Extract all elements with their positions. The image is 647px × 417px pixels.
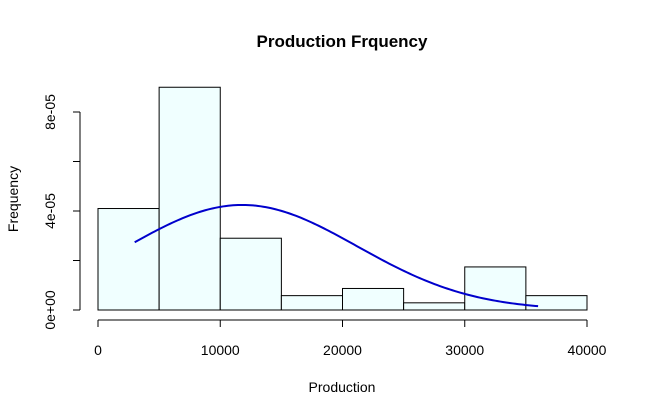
- histogram-bar: [280, 295, 343, 311]
- histogram-bar: [219, 237, 282, 311]
- histogram-bar: [158, 86, 221, 311]
- x-tick-label: 20000: [323, 342, 362, 358]
- x-axis: 0 10000 20000 30000 40000: [94, 319, 607, 358]
- histogram-bars: [97, 86, 588, 311]
- histogram-bar: [97, 208, 160, 311]
- chart-title: Production Frquency: [257, 32, 429, 51]
- y-axis-label: Frequency: [5, 166, 21, 232]
- histogram-bar: [342, 287, 405, 311]
- x-tick-label: 0: [94, 342, 102, 358]
- x-axis-label: Production: [309, 379, 376, 395]
- normal-density-curve: [134, 203, 539, 308]
- x-tick-label: 40000: [568, 342, 607, 358]
- histogram-bar: [403, 302, 466, 311]
- histogram-bar: [525, 295, 588, 311]
- x-tick-label: 30000: [445, 342, 484, 358]
- y-tick-label: 4e-05: [42, 193, 58, 229]
- y-tick-label: 0e+00: [42, 290, 58, 330]
- x-tick-label: 10000: [201, 342, 240, 358]
- y-tick-label: 8e-05: [42, 94, 58, 130]
- y-axis: 0e+00 4e-05 8e-05: [42, 94, 81, 330]
